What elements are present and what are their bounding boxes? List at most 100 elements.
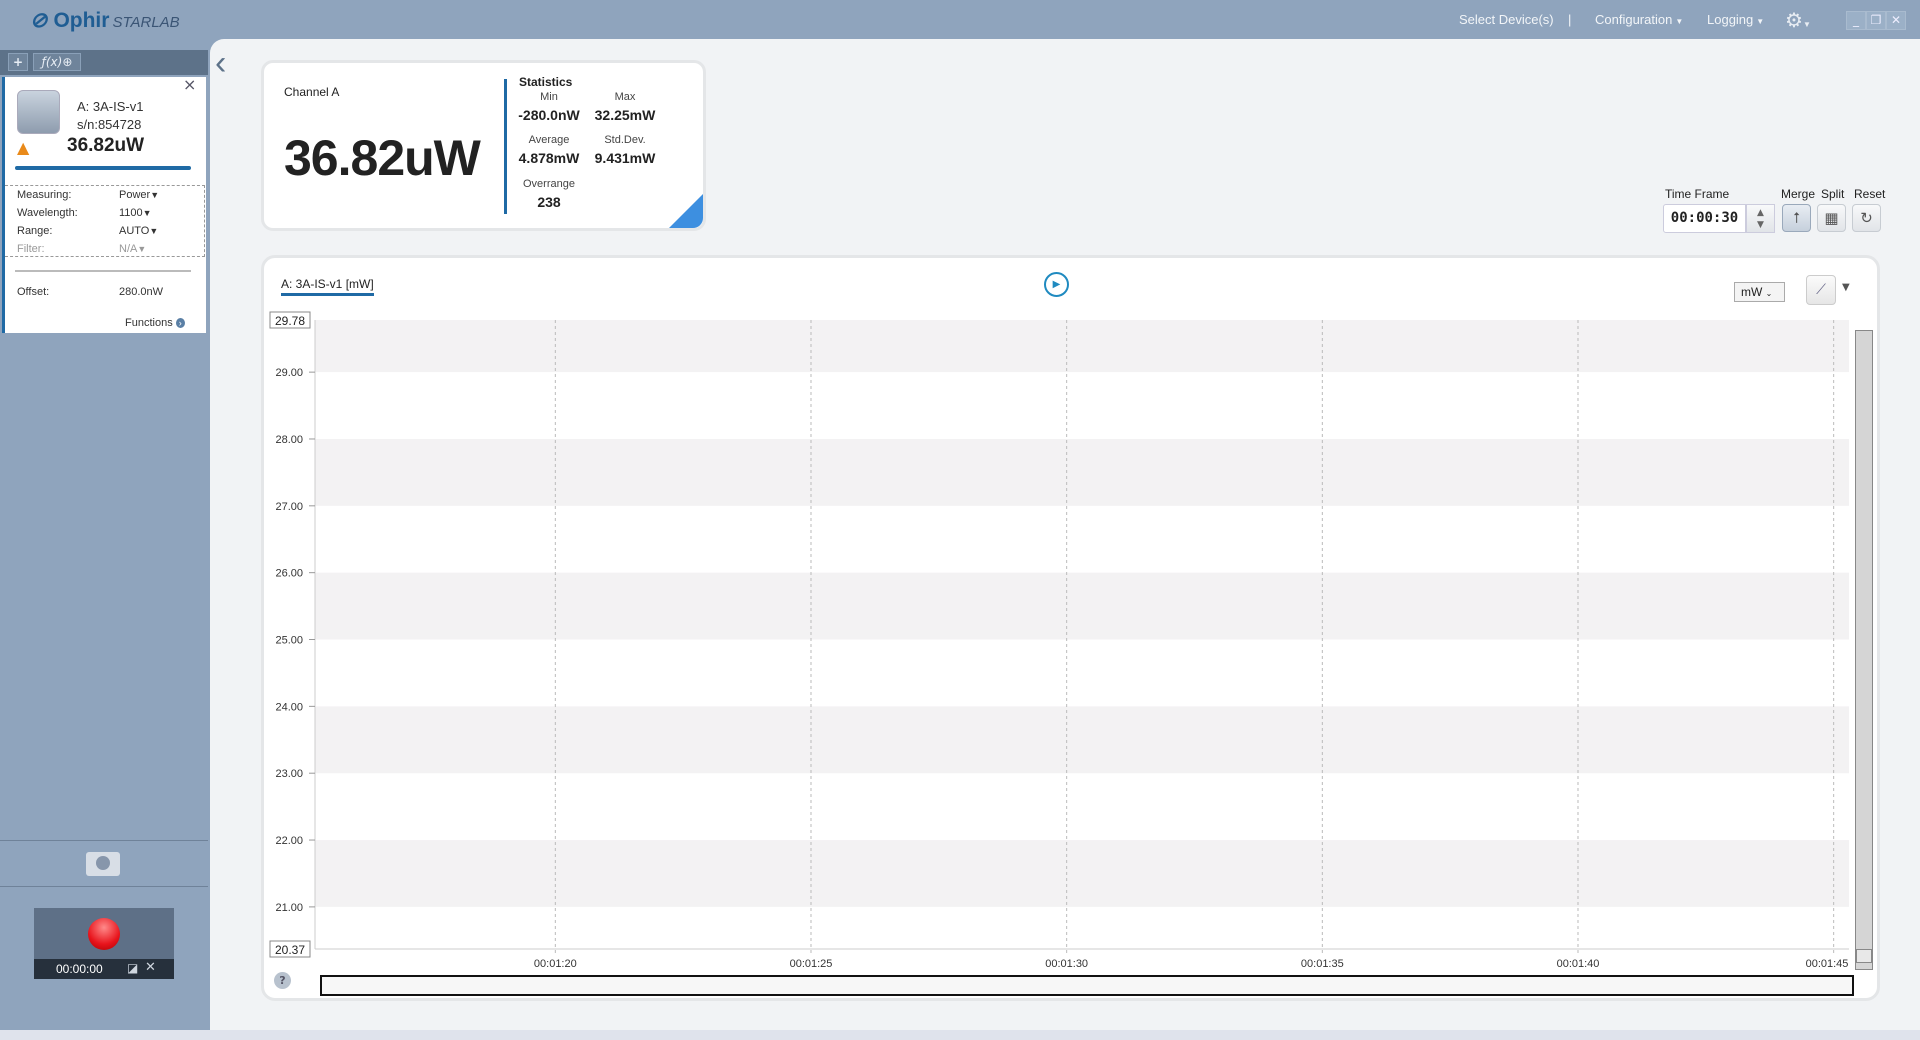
channel-reading: 36.82uW — [284, 130, 481, 186]
minimize-button[interactable]: _ — [1846, 11, 1866, 30]
menu-logging[interactable]: Logging ▼ — [1707, 12, 1764, 27]
split-button[interactable]: ▦ — [1817, 204, 1846, 232]
merge-button[interactable]: ⭡ — [1782, 204, 1811, 232]
chevron-down-icon: ▼ — [142, 208, 152, 218]
add-function-button[interactable]: ƒ(x)⊕ — [33, 53, 81, 71]
chevron-down-icon: ▼ — [149, 226, 159, 236]
camera-icon[interactable] — [86, 852, 120, 876]
gear-icon[interactable]: ⚙▼ — [1785, 10, 1811, 32]
chevron-down-icon[interactable]: ▼ — [1842, 282, 1850, 293]
stat-std-label: Std.Dev. — [604, 134, 646, 146]
record-panel: 00:00:00 ◪ ✕ — [34, 908, 174, 979]
chevron-down-icon: ▼ — [150, 190, 160, 200]
param-label: Measuring: — [17, 189, 72, 201]
close-device-button[interactable]: × — [183, 75, 197, 94]
param-value: AUTO — [119, 225, 150, 237]
tools-icon[interactable]: ✕ — [145, 960, 156, 975]
x-tick-label: 00:01:25 — [790, 958, 833, 970]
app-logo: ⊘ Ophir STARLAB — [30, 9, 180, 32]
warning-icon: ▲ — [17, 138, 30, 157]
menu-label: Logging — [1707, 12, 1754, 27]
param-value: Power — [119, 189, 151, 201]
chevron-down-icon: ▼ — [1675, 17, 1684, 26]
y-tick-label: 24.00 — [275, 701, 303, 713]
param-dropdown[interactable]: 1100▼ — [119, 207, 152, 219]
channel-card: Channel A 36.82uW Statistics Min -280.0n… — [261, 60, 706, 231]
horizontal-scrollbar[interactable] — [320, 975, 1854, 996]
vertical-scrollbar[interactable] — [1855, 330, 1873, 970]
chevron-right-icon: › — [175, 318, 185, 328]
expand-icon[interactable] — [669, 194, 703, 228]
record-time: 00:00:00 — [56, 962, 103, 976]
grid-band — [315, 840, 1849, 907]
play-button[interactable]: ▶ — [1044, 272, 1069, 297]
menu-select-devices[interactable]: Select Device(s) — [1459, 12, 1554, 27]
menu-label: Configuration — [1595, 12, 1673, 27]
chevron-down-icon: ▼ — [1756, 17, 1765, 26]
reading-bar — [15, 166, 191, 170]
divider — [15, 270, 191, 272]
device-serial: s/n:854728 — [77, 117, 142, 132]
log-file-icon[interactable]: ◪ — [127, 961, 139, 975]
param-value: N/A — [119, 243, 138, 255]
device-card: × A: 3A-IS-v1 s/n:854728 ▲ 36.82uW Measu… — [2, 75, 206, 333]
param-label: Filter: — [17, 243, 45, 255]
x-tick-label: 00:01:40 — [1557, 958, 1600, 970]
add-device-button[interactable]: + — [8, 53, 28, 71]
reset-button[interactable]: ↻ — [1852, 204, 1881, 232]
y-tick-label: 29.00 — [275, 367, 303, 379]
timeframe-label: Time Frame — [1665, 187, 1730, 201]
offset-value: 280.0nW — [119, 286, 164, 298]
timeframe-input[interactable]: 00:00:30 — [1663, 204, 1746, 233]
chevron-down-icon: ▼ — [137, 244, 147, 254]
help-button[interactable]: ? — [274, 972, 291, 989]
offset-label: Offset: — [17, 286, 50, 298]
y-tick-label: 26.00 — [275, 568, 303, 580]
stat-avg-label: Average — [528, 134, 570, 146]
y-tick-label: 21.00 — [275, 902, 303, 914]
chart-type-button[interactable]: ⟋ — [1806, 275, 1836, 305]
stat-min: -280.0nW — [518, 107, 580, 123]
grid-band — [315, 320, 1849, 373]
stat-min-label: Min — [540, 91, 558, 103]
unit-value: mW — [1741, 285, 1763, 299]
close-window-button[interactable]: ✕ — [1886, 11, 1906, 30]
unit-select[interactable]: mW ⌄ — [1734, 282, 1785, 302]
menu-separator: | — [1568, 12, 1572, 27]
grid-band — [315, 572, 1849, 640]
param-value: 1100 — [119, 207, 143, 219]
restore-button[interactable]: ❐ — [1866, 11, 1886, 30]
play-icon: ▶ — [1052, 279, 1061, 290]
y-tick-label: 22.00 — [275, 835, 303, 847]
param-dropdown[interactable]: Power▼ — [119, 189, 159, 201]
y-limit-label: 29.78 — [275, 314, 305, 328]
sidebar-toolbar: + ƒ(x)⊕ — [0, 50, 208, 75]
sensor-image — [17, 90, 60, 134]
grid-band — [315, 438, 1849, 506]
title-bar — [0, 0, 1920, 39]
menu-configuration[interactable]: Configuration ▼ — [1595, 12, 1683, 27]
grid-icon: ▦ — [1824, 209, 1839, 227]
x-tick-label: 00:01:45 — [1806, 958, 1849, 970]
chart-tab[interactable]: A: 3A-IS-v1 [mW] — [281, 277, 374, 296]
timeframe-stepper[interactable]: ▲ ▼ — [1746, 204, 1775, 233]
y-tick-label: 25.00 — [275, 635, 303, 647]
record-button[interactable] — [88, 918, 120, 950]
stat-max: 32.25mW — [594, 107, 656, 123]
x-tick-label: 00:01:30 — [1045, 958, 1088, 970]
param-label: Wavelength: — [17, 207, 78, 219]
y-tick-label: 28.00 — [275, 434, 303, 446]
functions-label: Functions — [125, 317, 173, 329]
stat-max-label: Max — [614, 91, 636, 103]
functions-link[interactable]: Functions › — [125, 317, 185, 329]
reset-label: Reset — [1854, 187, 1886, 201]
grid-band — [315, 706, 1849, 774]
collapse-sidebar-icon[interactable]: ‹ — [215, 44, 227, 82]
param-dropdown[interactable]: AUTO▼ — [119, 225, 158, 237]
device-name: A: 3A-IS-v1 — [77, 99, 144, 114]
scroll-thumb[interactable] — [1856, 949, 1872, 963]
param-dropdown[interactable]: N/A▼ — [119, 243, 146, 255]
stat-overrange-label: Overrange — [523, 178, 575, 190]
stat-avg: 4.878mW — [518, 150, 580, 166]
